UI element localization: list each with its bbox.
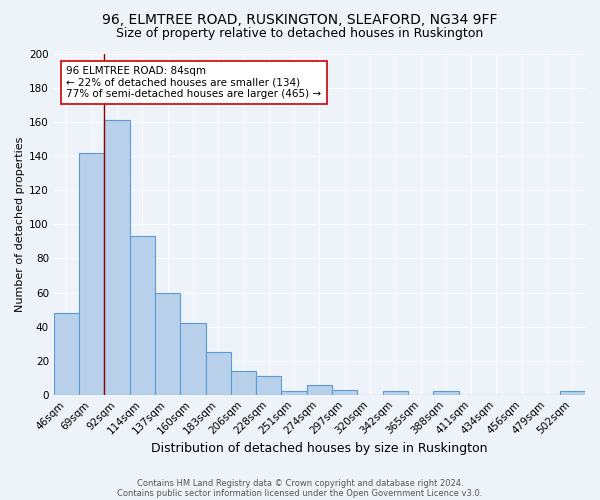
Bar (332, 390, 358, 394)
Bar (307, 384, 332, 394)
Bar (79, 153, 104, 394)
Bar (180, 323, 206, 394)
Bar (54, 313, 79, 394)
Bar (281, 392, 307, 394)
X-axis label: Distribution of detached houses by size in Ruskington: Distribution of detached houses by size … (151, 442, 488, 455)
Bar (130, 236, 155, 394)
Bar (433, 392, 458, 394)
Bar (155, 292, 180, 394)
Text: 96 ELMTREE ROAD: 84sqm
← 22% of detached houses are smaller (134)
77% of semi-de: 96 ELMTREE ROAD: 84sqm ← 22% of detached… (67, 66, 322, 99)
Y-axis label: Number of detached properties: Number of detached properties (15, 136, 25, 312)
Bar (560, 392, 585, 394)
Bar (256, 376, 281, 394)
Text: 96, ELMTREE ROAD, RUSKINGTON, SLEAFORD, NG34 9FF: 96, ELMTREE ROAD, RUSKINGTON, SLEAFORD, … (102, 12, 498, 26)
Bar (206, 352, 231, 395)
Bar (104, 120, 130, 394)
Text: Contains public sector information licensed under the Open Government Licence v3: Contains public sector information licen… (118, 488, 482, 498)
Text: Size of property relative to detached houses in Ruskington: Size of property relative to detached ho… (116, 28, 484, 40)
Bar (231, 371, 256, 394)
Bar (383, 392, 408, 394)
Text: Contains HM Land Registry data © Crown copyright and database right 2024.: Contains HM Land Registry data © Crown c… (137, 478, 463, 488)
